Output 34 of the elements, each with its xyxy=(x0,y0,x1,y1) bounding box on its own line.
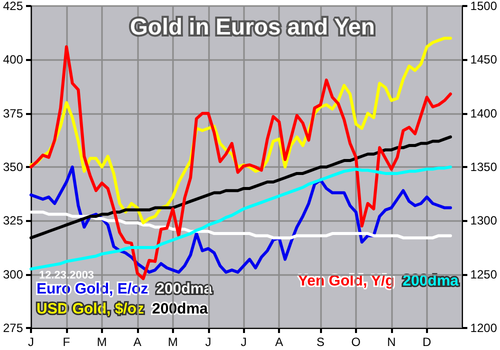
x-tick-label: J xyxy=(28,335,34,349)
annotation: 12.23.2003 xyxy=(39,270,94,282)
y2-tick-label: 1250 xyxy=(470,267,498,282)
series-label: Euro Gold, E/oz xyxy=(36,280,148,298)
x-tick-label: N xyxy=(387,335,396,349)
x-tick-label: D xyxy=(422,335,432,349)
y-tick-label: 375 xyxy=(2,106,24,120)
y-tick-label: 425 xyxy=(2,0,24,13)
y2-tick-label: 1450 xyxy=(470,52,498,67)
chart-title: Gold in Euros and Yen xyxy=(130,14,375,40)
y2-tick-label: 1200 xyxy=(470,321,498,335)
text: 200dma xyxy=(402,272,460,290)
y2-tick-label: 1300 xyxy=(470,214,498,228)
y-tick-label: 325 xyxy=(2,214,24,228)
x-tick-label: F xyxy=(62,335,70,349)
line-series xyxy=(30,210,452,240)
x-tick-label: S xyxy=(316,335,325,349)
x-tick-label: A xyxy=(275,335,284,349)
y-tick-label: 275 xyxy=(2,321,24,335)
y-tick-label: 400 xyxy=(2,52,24,67)
y2-tick-label: 1400 xyxy=(470,106,498,120)
text: 200dma xyxy=(156,280,213,298)
x-tick-label: J xyxy=(240,335,247,349)
x-tick-label: J xyxy=(205,335,212,349)
x-tick-label: A xyxy=(133,335,142,349)
text: USD Gold, $/oz xyxy=(36,300,144,318)
x-tick-label: M xyxy=(96,335,107,349)
text: 200dma xyxy=(152,300,209,318)
y-tick-label: 350 xyxy=(2,160,24,174)
y-tick-label: 300 xyxy=(2,267,24,282)
y2-tick-label: 1350 xyxy=(470,160,498,174)
x-tick-label: M xyxy=(168,335,178,349)
y2-tick-label: 1500 xyxy=(470,0,498,13)
x-tick-label: O xyxy=(351,335,361,349)
